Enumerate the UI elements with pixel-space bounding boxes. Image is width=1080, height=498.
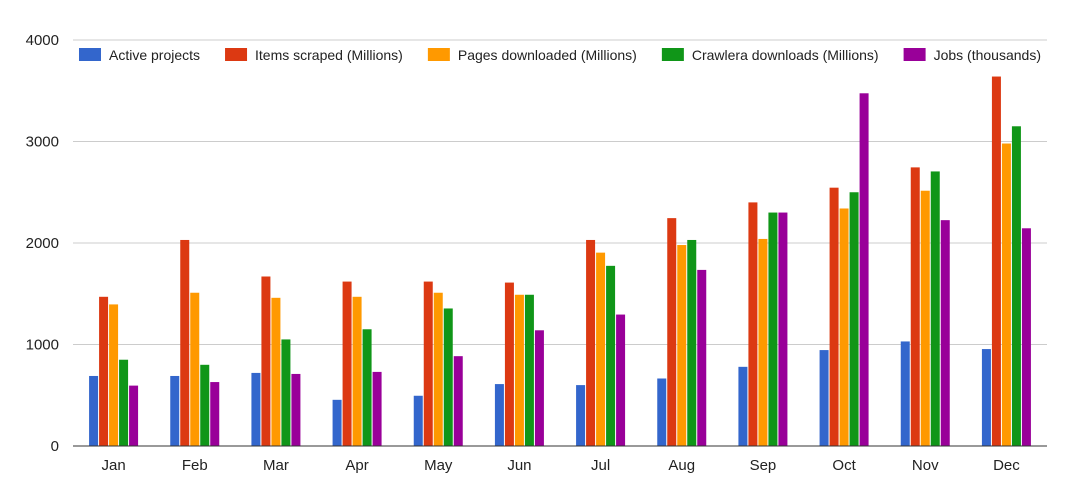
bar-dec-series-3 — [1001, 143, 1011, 446]
y-tick-label: 4000 — [26, 32, 59, 49]
x-tick-label: Feb — [182, 457, 208, 474]
x-tick-label: Sep — [750, 457, 777, 474]
bar-oct-series-2 — [829, 187, 839, 446]
bar-oct-series-3 — [839, 208, 849, 446]
bar-nov-series-2 — [910, 167, 920, 446]
x-tick-label: Aug — [668, 457, 695, 474]
bar-aug-series-4 — [687, 239, 697, 446]
bar-aug-series-1 — [657, 378, 667, 446]
bar-sep-series-1 — [738, 366, 748, 446]
legend-item[interactable]: Crawlera downloads (Millions) — [661, 47, 879, 63]
x-tick-label: Oct — [832, 457, 856, 474]
bar-apr-series-5 — [372, 371, 382, 446]
x-tick-label: Mar — [263, 457, 289, 474]
legend-label: Active projects — [109, 47, 200, 63]
legend-label: Jobs (thousands) — [934, 47, 1041, 63]
bar-jan-series-5 — [129, 385, 139, 446]
bar-feb-series-3 — [190, 292, 200, 446]
legend-item[interactable]: Active projects — [78, 47, 200, 63]
axes: 0 1000 2000 3000 4000 Jan Feb Mar Apr May Jun Jul Au… — [26, 32, 1047, 474]
gridlines — [73, 39, 1047, 345]
legend-item[interactable]: Items scraped (Millions) — [225, 47, 403, 63]
bar-jan-series-4 — [119, 359, 129, 446]
legend-swatch — [427, 48, 450, 61]
bar-jan-series-3 — [109, 304, 119, 446]
legend: Active projects Items scraped (Millions) P… — [78, 47, 1041, 63]
bar-mar-series-5 — [291, 373, 301, 446]
legend-item[interactable]: Jobs (thousands) — [903, 47, 1041, 63]
bar-jun-series-4 — [524, 294, 534, 446]
bar-dec-series-5 — [1021, 228, 1031, 446]
bar-feb-series-4 — [200, 364, 210, 446]
bar-feb-series-1 — [170, 375, 180, 446]
bar-dec-series-1 — [981, 349, 991, 446]
x-tick-label: Dec — [993, 457, 1020, 474]
bar-sep-series-3 — [758, 238, 768, 446]
legend-label: Pages downloaded (Millions) — [458, 47, 637, 63]
bar-may-series-1 — [413, 395, 423, 446]
legend-label: Crawlera downloads (Millions) — [692, 47, 879, 63]
bar-jul-series-3 — [596, 252, 606, 446]
bar-mar-series-2 — [261, 276, 271, 446]
bar-jun-series-5 — [534, 330, 544, 446]
bar-jun-series-2 — [504, 282, 514, 446]
bar-jul-series-5 — [616, 314, 626, 446]
y-tick-label: 0 — [51, 438, 59, 455]
bar-sep-series-5 — [778, 212, 788, 446]
bar-nov-series-1 — [900, 341, 910, 446]
bar-jul-series-4 — [606, 265, 616, 446]
legend-swatch — [225, 48, 248, 61]
bar-feb-series-2 — [180, 239, 190, 446]
bar-nov-series-5 — [940, 220, 950, 446]
legend-swatch — [78, 48, 101, 61]
bars — [89, 76, 1031, 446]
bar-may-series-3 — [433, 292, 443, 446]
bar-feb-series-5 — [210, 382, 220, 446]
legend-swatch — [903, 48, 926, 61]
bar-may-series-5 — [453, 356, 463, 446]
bar-mar-series-1 — [251, 372, 261, 446]
legend-swatch — [661, 48, 684, 61]
bar-oct-series-4 — [849, 192, 859, 446]
y-tick-label: 1000 — [26, 337, 59, 354]
bar-aug-series-2 — [667, 218, 677, 446]
legend-item[interactable]: Pages downloaded (Millions) — [427, 47, 637, 63]
bar-jan-series-2 — [99, 296, 109, 446]
x-tick-label: Jun — [507, 457, 531, 474]
x-tick-label: Apr — [345, 457, 368, 474]
bar-aug-series-5 — [697, 269, 707, 446]
bar-jul-series-1 — [576, 385, 586, 446]
x-tick-label: May — [424, 457, 453, 474]
bar-jul-series-2 — [586, 239, 596, 446]
bar-jun-series-1 — [494, 384, 504, 446]
bar-apr-series-2 — [342, 281, 352, 446]
bar-may-series-2 — [423, 281, 433, 446]
x-tick-label: Nov — [912, 457, 939, 474]
bar-oct-series-5 — [859, 93, 869, 446]
bar-dec-series-2 — [991, 76, 1001, 446]
bar-oct-series-1 — [819, 350, 829, 446]
y-tick-label: 3000 — [26, 134, 59, 151]
bar-jun-series-3 — [514, 294, 524, 446]
bar-sep-series-4 — [768, 212, 778, 446]
bar-mar-series-4 — [281, 339, 291, 446]
bar-aug-series-3 — [677, 245, 687, 446]
bar-apr-series-4 — [362, 329, 372, 446]
bar-nov-series-3 — [920, 190, 930, 446]
bar-jan-series-1 — [89, 375, 99, 446]
bar-nov-series-4 — [930, 171, 940, 446]
bar-apr-series-3 — [352, 296, 362, 446]
y-tick-label: 2000 — [26, 235, 59, 252]
bar-mar-series-3 — [271, 297, 281, 446]
legend-label: Items scraped (Millions) — [255, 47, 403, 63]
bar-may-series-4 — [443, 308, 453, 446]
x-tick-label: Jul — [591, 457, 610, 474]
bar-apr-series-1 — [332, 399, 342, 446]
bar-sep-series-2 — [748, 202, 758, 446]
bar-dec-series-4 — [1011, 126, 1021, 446]
x-tick-label: Jan — [101, 457, 125, 474]
